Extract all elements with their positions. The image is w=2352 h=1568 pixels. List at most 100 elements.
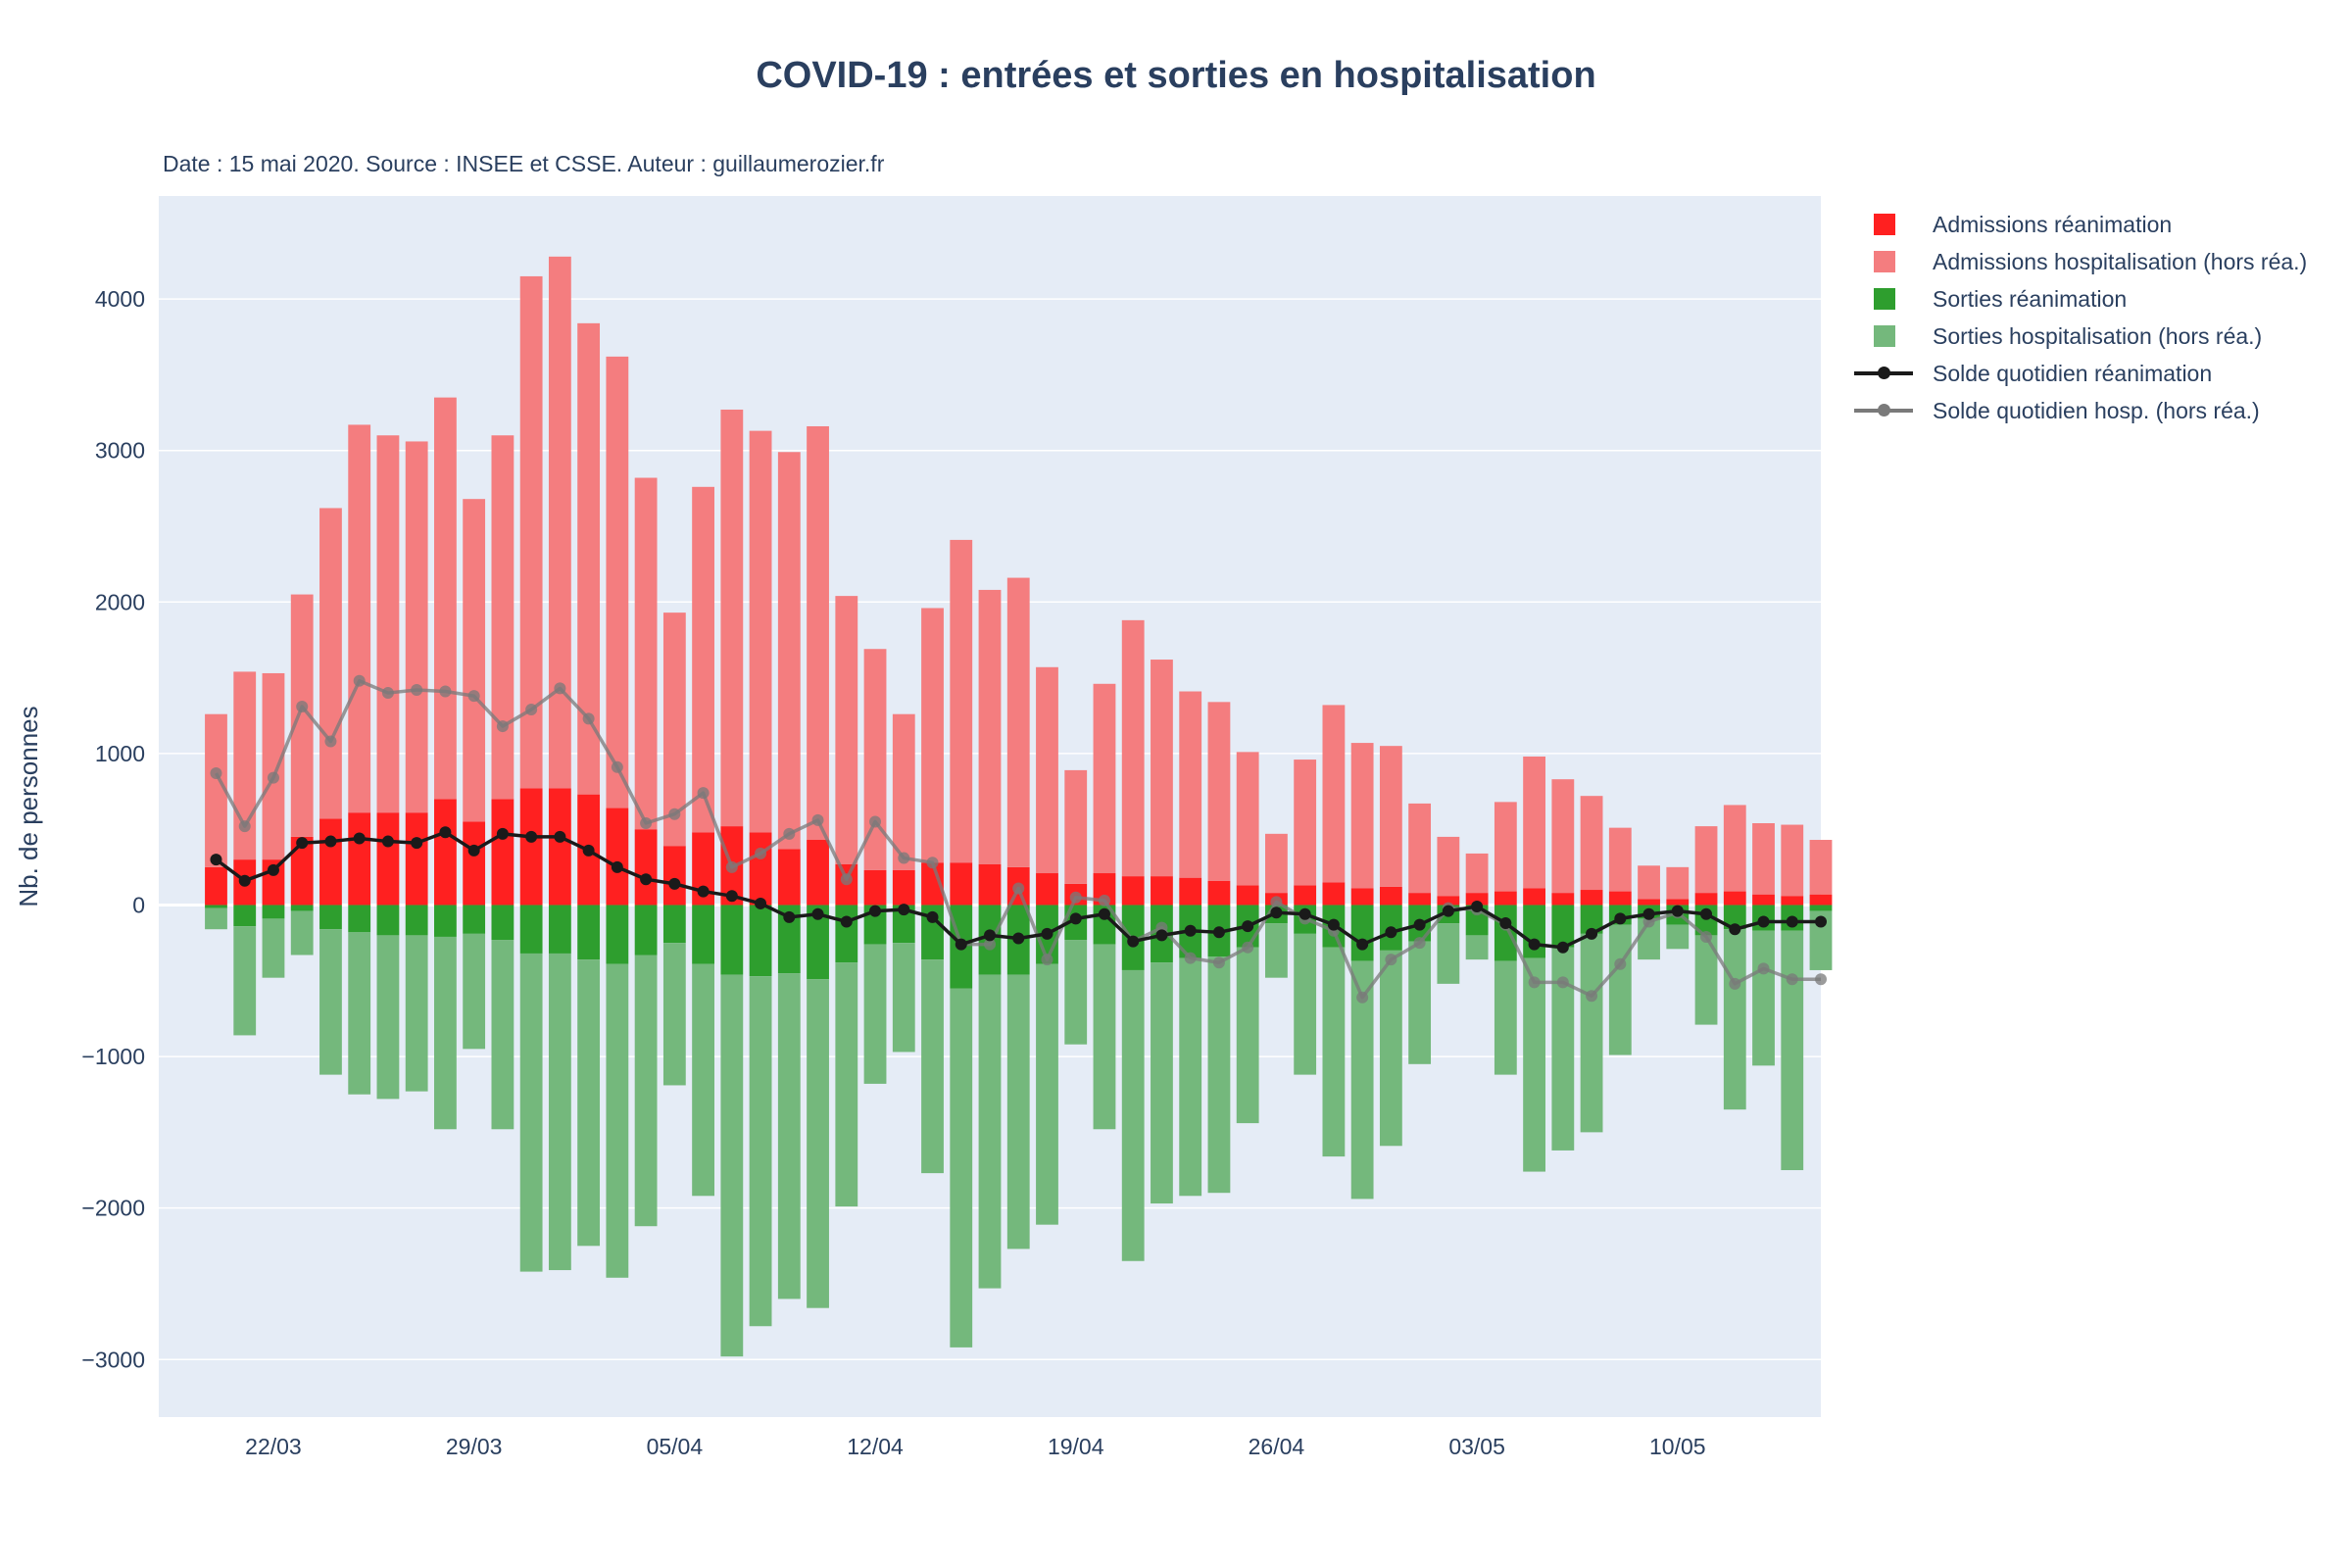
data-point xyxy=(1385,926,1397,939)
legend-item-out-hosp[interactable]: Sorties hospitalisation (hors réa.) xyxy=(1852,318,2307,355)
bar xyxy=(978,589,1002,864)
bar xyxy=(662,943,686,1086)
x-tick-label: 12/04 xyxy=(847,1434,904,1459)
bar xyxy=(1350,905,1374,961)
bar xyxy=(1350,888,1374,906)
x-tick-label: 29/03 xyxy=(446,1434,503,1459)
legend-item-adm-rea[interactable]: Admissions réanimation xyxy=(1852,206,2307,243)
bar xyxy=(548,256,571,789)
bar xyxy=(519,788,543,906)
data-point xyxy=(296,700,309,712)
bar xyxy=(463,499,486,822)
bar xyxy=(1809,910,1833,970)
data-point xyxy=(869,905,882,917)
data-point xyxy=(1786,915,1798,928)
data-point xyxy=(1155,929,1168,942)
data-point xyxy=(1729,923,1741,936)
bar xyxy=(1494,960,1517,1075)
data-point xyxy=(1499,917,1512,930)
bar xyxy=(950,539,973,863)
bar xyxy=(463,933,486,1050)
bar xyxy=(463,821,486,906)
legend-swatch xyxy=(1852,249,1915,274)
bar xyxy=(1350,743,1374,889)
bar xyxy=(1809,894,1833,906)
bar xyxy=(1638,899,1660,906)
data-point xyxy=(1757,915,1770,928)
data-point xyxy=(898,852,910,864)
bar xyxy=(1608,924,1632,1055)
bar xyxy=(950,862,973,906)
data-point xyxy=(1556,941,1569,954)
data-point xyxy=(1614,957,1627,970)
bar xyxy=(1494,891,1517,906)
data-point xyxy=(811,907,824,920)
bar xyxy=(1437,836,1460,897)
bar xyxy=(634,955,658,1227)
bar xyxy=(1608,827,1632,892)
data-point xyxy=(1413,937,1426,950)
bar xyxy=(434,799,457,906)
legend-label: Sorties hospitalisation (hors réa.) xyxy=(1933,322,2263,349)
chart-title: COVID-19 : entrées et sorties en hospita… xyxy=(756,55,1596,96)
legend-item-line-hosp[interactable]: Solde quotidien hosp. (hors réa.) xyxy=(1852,392,2307,429)
data-point xyxy=(238,874,251,887)
data-point xyxy=(926,857,939,869)
data-point xyxy=(210,766,222,779)
bar xyxy=(1723,805,1746,892)
data-point xyxy=(353,674,366,687)
data-point xyxy=(725,860,738,873)
bar xyxy=(606,808,629,906)
data-point xyxy=(411,837,423,850)
legend-item-line-rea[interactable]: Solde quotidien réanimation xyxy=(1852,355,2307,392)
x-tick-label: 22/03 xyxy=(245,1434,302,1459)
bar xyxy=(1465,853,1489,894)
bar xyxy=(1236,947,1259,1124)
bar xyxy=(978,974,1002,1289)
legend-item-adm-hosp[interactable]: Admissions hospitalisation (hors réa.) xyxy=(1852,243,2307,280)
bar xyxy=(548,953,571,1271)
bar xyxy=(749,905,772,977)
y-tick-label: −2000 xyxy=(81,1196,145,1221)
data-point xyxy=(1069,912,1082,925)
bar xyxy=(1465,935,1489,960)
bar xyxy=(1036,963,1058,1225)
bar xyxy=(720,905,744,975)
legend-label: Admissions hospitalisation (hors réa.) xyxy=(1933,248,2308,274)
bar xyxy=(749,430,772,833)
bar xyxy=(1006,974,1030,1250)
bar xyxy=(892,905,915,944)
bar xyxy=(1093,683,1116,874)
legend-item-out-rea[interactable]: Sorties réanimation xyxy=(1852,280,2307,318)
data-point xyxy=(955,938,967,951)
bar xyxy=(1294,885,1317,906)
chart-subtitle: Date : 15 mai 2020. Source : INSEE et CS… xyxy=(163,151,885,176)
legend-label: Sorties réanimation xyxy=(1933,285,2128,312)
bar xyxy=(463,905,486,934)
data-point xyxy=(1356,991,1369,1004)
data-point xyxy=(640,817,653,830)
legend-label: Solde quotidien réanimation xyxy=(1933,360,2213,386)
data-point xyxy=(811,813,824,826)
bar xyxy=(777,849,801,906)
bar xyxy=(1580,890,1603,906)
data-point xyxy=(1327,918,1340,931)
data-point xyxy=(210,854,222,866)
bar xyxy=(921,959,944,1174)
legend: Admissions réanimation Admissions hospit… xyxy=(1852,206,2307,429)
bar xyxy=(892,713,915,870)
data-point xyxy=(554,830,566,843)
data-point xyxy=(611,760,623,773)
data-point xyxy=(1586,990,1598,1003)
bar xyxy=(1666,924,1690,950)
bar xyxy=(1179,691,1202,878)
bar xyxy=(606,356,629,808)
data-point xyxy=(1614,912,1627,925)
bar xyxy=(720,974,744,1357)
legend-swatch xyxy=(1852,398,1915,423)
bar xyxy=(319,929,342,1075)
data-point xyxy=(439,826,452,839)
axes: −3000 −2000 −1000 0 1000 2000 3000 4000 22/03 29/… xyxy=(81,286,1705,1459)
data-point xyxy=(582,712,595,725)
